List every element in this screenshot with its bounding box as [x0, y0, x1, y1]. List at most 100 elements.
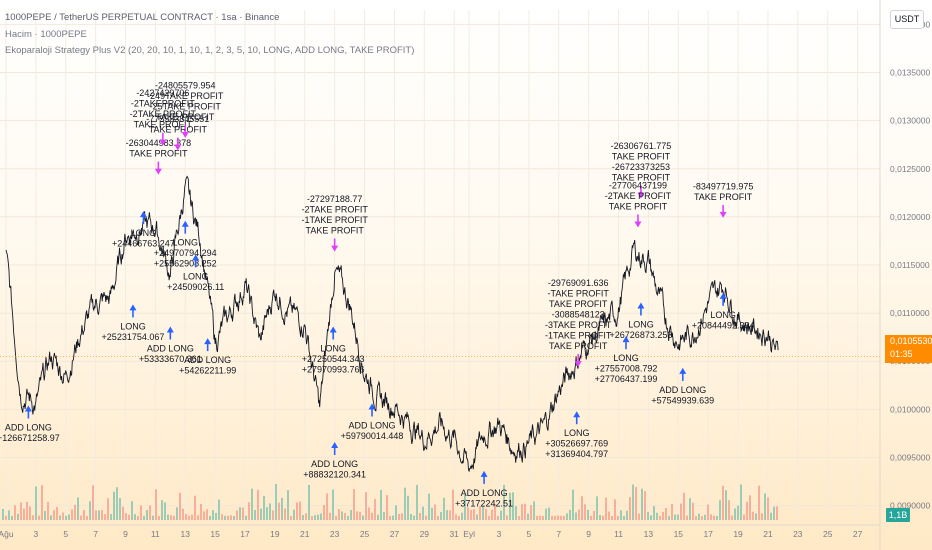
volume-bar	[380, 489, 382, 520]
volume-bar	[494, 504, 496, 520]
volume-bar	[755, 513, 757, 520]
volume-bar	[173, 515, 175, 520]
volume-bar	[527, 513, 529, 520]
volume-bar	[545, 508, 547, 520]
volume-bar	[584, 504, 586, 520]
volume-bar	[725, 490, 727, 520]
volume-bar	[578, 509, 580, 520]
trade-label: -2TAKE PROFIT	[605, 191, 672, 201]
take-profit-arrow-head	[637, 192, 645, 199]
volume-bar	[509, 492, 511, 520]
volume-bar	[281, 497, 283, 520]
volume-bar	[599, 514, 601, 520]
volume-bar	[233, 515, 235, 520]
currency-button[interactable]: USDT	[890, 10, 924, 29]
volume-bar	[512, 492, 514, 520]
volume-bar	[590, 515, 592, 520]
trade-label: +25231754.067	[102, 332, 165, 342]
last-price-value: 0,0105530	[890, 336, 932, 346]
volume-bar	[134, 514, 136, 520]
volume-bar	[56, 506, 58, 520]
volume-bar	[218, 499, 220, 520]
volume-bar	[668, 515, 670, 520]
volume-bar	[101, 510, 103, 520]
volume-bar	[2, 508, 4, 520]
volume-bar	[446, 510, 448, 520]
volume-bar	[386, 495, 388, 520]
trade-label: ADD LONG	[659, 385, 706, 395]
volume-bar	[746, 501, 748, 520]
last-price-badge: 0,0105530 01:35	[885, 335, 932, 363]
volume-bar	[230, 515, 232, 520]
volume-bar	[521, 504, 523, 520]
y-axis-label: 0,0125000	[890, 164, 930, 174]
volume-bar	[710, 514, 712, 520]
volume-bar	[242, 507, 244, 520]
volume-bar	[71, 509, 73, 520]
volume-bar	[743, 514, 745, 520]
volume-bar	[425, 515, 427, 520]
volume-bar	[203, 511, 205, 520]
y-axis-label: 0,0100000	[890, 404, 930, 414]
volume-bar	[602, 515, 604, 520]
volume-bar	[47, 501, 49, 520]
volume-bar	[416, 484, 418, 520]
x-axis-label: 7	[556, 529, 561, 539]
x-axis-label: 11	[151, 529, 160, 539]
volume-bar	[269, 503, 271, 520]
volume-bar	[653, 506, 655, 520]
trade-label: +25562908.252	[154, 259, 217, 269]
volume-bar	[332, 489, 334, 520]
volume-bar	[125, 513, 127, 520]
long-arrow-head	[480, 470, 488, 477]
volume-bar	[266, 507, 268, 520]
volume-bar	[656, 512, 658, 520]
volume-bar	[92, 485, 94, 520]
trade-label: +54262211.99	[179, 366, 236, 376]
volume-bar	[239, 507, 241, 520]
volume-indicator-label[interactable]: Hacim · 1000PEPE	[5, 29, 87, 40]
volume-bar	[485, 508, 487, 520]
volume-bar	[377, 514, 379, 520]
trade-label: -1TAKE PROFIT	[545, 331, 612, 341]
volume-bar	[50, 515, 52, 520]
trade-label: LONG	[183, 271, 209, 281]
volume-bar	[770, 512, 772, 520]
volume-bar	[626, 510, 628, 520]
volume-bar	[119, 498, 121, 520]
long-arrow-head	[719, 292, 727, 299]
volume-bar	[176, 507, 178, 520]
volume-bar	[155, 489, 157, 520]
volume-bar	[698, 513, 700, 520]
long-arrow-head	[129, 304, 137, 311]
strategy-indicator-label[interactable]: Ekoparaloji Strategy Plus V2 (20, 20, 10…	[5, 45, 415, 56]
volume-bar	[140, 505, 142, 520]
trade-label: -26723373253	[612, 162, 670, 172]
volume-bar	[278, 502, 280, 520]
volume-bar	[647, 511, 649, 520]
volume-bar	[434, 504, 436, 520]
volume-bar	[188, 515, 190, 520]
trade-label: +59790014.448	[341, 431, 404, 441]
y-axis-label: 0,0120000	[890, 212, 930, 222]
long-arrow-head	[622, 336, 630, 343]
volume-bar	[440, 512, 442, 520]
volume-bar	[689, 498, 691, 520]
take-profit-arrow-head	[634, 221, 642, 228]
trade-label: TAKE PROFIT	[612, 152, 671, 162]
volume-bar	[620, 510, 622, 520]
long-arrow-head	[24, 405, 32, 412]
volume-bar	[245, 515, 247, 520]
trade-label: ADD LONG	[5, 422, 52, 432]
volume-bar	[539, 515, 541, 520]
trade-label: +24509026.11	[167, 282, 224, 292]
symbol-title[interactable]: 1000PEPE / TetherUS PERPETUAL CONTRACT ·…	[5, 12, 280, 23]
volume-bar	[551, 515, 553, 520]
volume-bar	[761, 513, 763, 520]
volume-bar	[344, 513, 346, 520]
long-arrow-head	[368, 403, 376, 410]
volume-bar	[410, 513, 412, 520]
volume-bar	[161, 500, 163, 520]
